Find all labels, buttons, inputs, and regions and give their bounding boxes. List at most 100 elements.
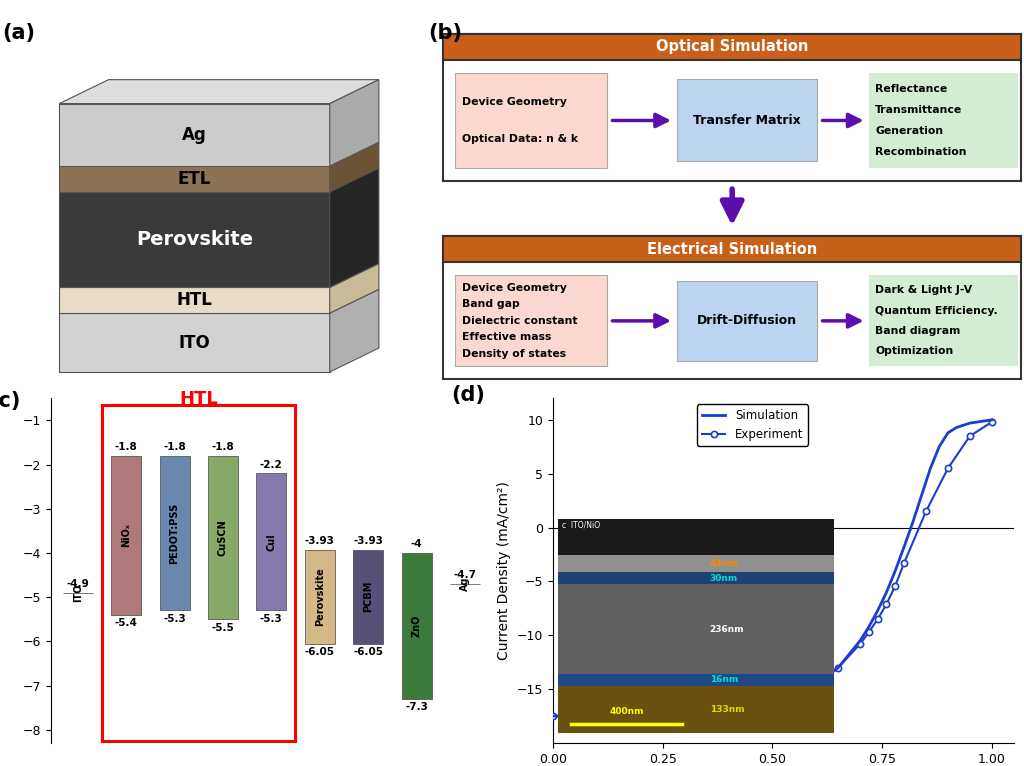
Text: Optical Data: n & k: Optical Data: n & k (463, 134, 579, 144)
Text: (d): (d) (452, 385, 485, 404)
Text: ITO: ITO (178, 333, 211, 352)
Text: Electrical Simulation: Electrical Simulation (647, 241, 817, 257)
Experiment (964, 431, 976, 440)
Text: (c): (c) (0, 391, 20, 411)
Experiment (722, 705, 734, 714)
Bar (305, 550, 335, 643)
Polygon shape (59, 290, 109, 372)
Text: HTL: HTL (179, 390, 218, 408)
Text: -4.9: -4.9 (67, 579, 89, 589)
Text: Optimization: Optimization (876, 346, 953, 356)
Experiment (863, 627, 876, 637)
Text: -4: -4 (411, 539, 422, 549)
Bar (208, 456, 238, 619)
Text: Device Geometry: Device Geometry (463, 283, 567, 293)
Text: NiOₓ: NiOₓ (121, 523, 131, 547)
Simulation (547, 712, 559, 721)
Experiment (679, 709, 691, 718)
Polygon shape (59, 80, 379, 103)
Polygon shape (330, 142, 379, 192)
Bar (677, 281, 817, 361)
Text: Quantum Efficiency.: Quantum Efficiency. (876, 306, 998, 316)
Simulation (591, 710, 603, 719)
Experiment (744, 703, 757, 712)
Experiment (942, 463, 954, 473)
Experiment (591, 710, 603, 719)
Text: ITO: ITO (73, 584, 83, 602)
Text: Reflectance: Reflectance (876, 84, 947, 94)
Text: -1.8: -1.8 (163, 442, 186, 452)
Polygon shape (59, 142, 109, 192)
Simulation (656, 709, 669, 719)
Bar (455, 275, 606, 366)
Text: Drift-Diffusion: Drift-Diffusion (696, 314, 797, 327)
Experiment (986, 417, 998, 427)
Simulation (950, 423, 963, 432)
Simulation (679, 709, 691, 718)
Bar (869, 275, 1018, 366)
Line: Experiment: Experiment (550, 419, 995, 719)
Legend: Simulation, Experiment: Simulation, Experiment (697, 404, 808, 446)
Simulation (889, 566, 901, 575)
Bar (443, 236, 1021, 263)
Simulation (881, 588, 893, 597)
Bar (443, 34, 1021, 61)
Text: -5.5: -5.5 (212, 623, 234, 633)
Text: -7.3: -7.3 (406, 702, 428, 712)
Experiment (889, 581, 901, 591)
Simulation (744, 703, 757, 712)
Text: -1.8: -1.8 (115, 442, 137, 452)
Simulation (788, 692, 801, 702)
Bar (455, 74, 606, 168)
Text: Dark & Light J-V: Dark & Light J-V (876, 286, 972, 296)
Simulation (915, 491, 928, 500)
Y-axis label: Current Density (mA/cm²): Current Density (mA/cm²) (498, 481, 511, 660)
Bar (112, 456, 141, 615)
Simulation (810, 680, 822, 689)
Text: PEDOT:PSS: PEDOT:PSS (170, 502, 179, 564)
Text: Perovskite: Perovskite (136, 230, 253, 249)
Polygon shape (59, 80, 109, 166)
Text: -4.7: -4.7 (454, 571, 476, 581)
Text: HTL: HTL (176, 291, 213, 309)
Polygon shape (59, 192, 330, 287)
Simulation (871, 606, 884, 615)
Polygon shape (59, 168, 109, 287)
Simulation (766, 699, 778, 708)
Bar (677, 80, 817, 162)
Polygon shape (330, 168, 379, 287)
Text: Generation: Generation (876, 126, 943, 136)
Text: Transfer Matrix: Transfer Matrix (693, 114, 801, 127)
Polygon shape (330, 264, 379, 313)
Simulation (942, 428, 954, 437)
Text: CuI: CuI (266, 533, 276, 551)
Bar (160, 456, 189, 611)
Simulation (925, 463, 937, 473)
Text: Device Geometry: Device Geometry (463, 97, 567, 106)
Simulation (612, 710, 625, 719)
Bar (353, 550, 383, 643)
Simulation (722, 705, 734, 714)
Text: Transmittance: Transmittance (876, 105, 963, 115)
Text: Density of states: Density of states (463, 349, 566, 359)
Simulation (933, 442, 945, 451)
Experiment (788, 692, 801, 702)
Text: -5.3: -5.3 (163, 614, 186, 624)
Polygon shape (59, 287, 330, 313)
Text: -6.05: -6.05 (305, 647, 335, 657)
Bar (443, 34, 1021, 181)
Experiment (898, 558, 910, 568)
Simulation (863, 622, 876, 631)
Experiment (547, 712, 559, 721)
Polygon shape (59, 313, 330, 372)
Simulation (568, 712, 581, 721)
Text: -5.4: -5.4 (115, 618, 137, 628)
Bar (869, 74, 1018, 168)
Simulation (833, 663, 845, 673)
Text: PCBM: PCBM (364, 581, 373, 613)
Polygon shape (330, 80, 379, 166)
Line: Simulation: Simulation (553, 420, 992, 716)
Text: CuSCN: CuSCN (218, 519, 228, 556)
Bar (102, 405, 295, 741)
Simulation (964, 418, 976, 427)
